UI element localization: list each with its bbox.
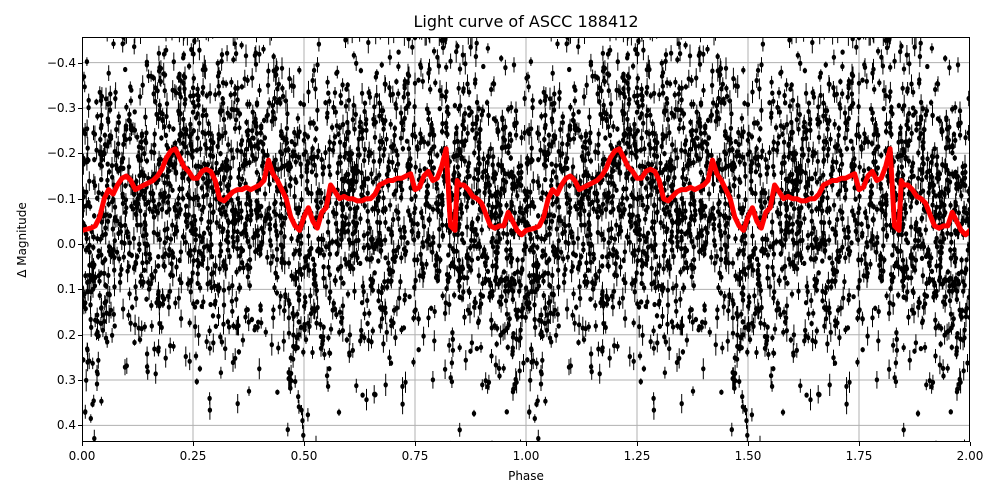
x-tick-label: 0.00 — [68, 449, 96, 463]
x-tick-mark — [193, 442, 194, 446]
y-tick-mark — [78, 198, 82, 200]
x-tick-mark — [526, 442, 527, 446]
y-tick-label: 0.1 — [56, 282, 76, 297]
y-tick-mark — [78, 244, 82, 245]
y-tick-mark — [78, 153, 82, 155]
y-tick-label: 0.4 — [56, 418, 76, 433]
chart-title: Light curve of ASCC 188412 — [413, 12, 639, 31]
x-tick-mark — [748, 442, 749, 446]
y-tick-mark — [78, 62, 82, 64]
y-tick-mark — [78, 380, 82, 382]
y-axis-label: Δ Magnitude — [15, 202, 29, 278]
x-axis-label: Phase — [508, 469, 544, 483]
y-tick-mark — [78, 107, 82, 109]
x-tick-mark — [415, 442, 416, 446]
y-tick-label: 0.2 — [56, 327, 76, 342]
plot-canvas — [82, 37, 970, 442]
y-tick-label: 0.3 — [56, 373, 76, 388]
x-tick-mark — [859, 442, 860, 446]
x-tick-label: 1.75 — [845, 449, 873, 463]
y-tick-label: 0.0 — [56, 237, 76, 251]
x-tick-label: 0.25 — [179, 449, 207, 463]
y-tick-label: −0.1 — [46, 191, 76, 206]
y-tick-mark — [78, 334, 82, 336]
data-points — [82, 37, 970, 442]
y-tick-label: −0.4 — [46, 55, 76, 70]
y-tick-label: −0.2 — [46, 146, 76, 161]
binned-mean-curve — [82, 146, 970, 238]
x-tick-label: 1.25 — [623, 449, 651, 463]
y-tick-mark — [78, 425, 82, 427]
plot-area — [82, 37, 970, 442]
y-tick-mark — [78, 289, 82, 291]
x-tick-mark — [82, 442, 83, 446]
x-tick-label: 0.75 — [401, 449, 429, 463]
x-tick-mark — [637, 442, 638, 446]
x-tick-label: 2.00 — [956, 449, 984, 463]
y-tick-label: −0.3 — [46, 100, 76, 115]
x-tick-label: 1.50 — [734, 449, 762, 463]
x-tick-mark — [970, 442, 971, 446]
x-tick-label: 1.00 — [512, 449, 540, 463]
x-tick-label: 0.50 — [290, 449, 318, 463]
x-tick-mark — [304, 442, 305, 446]
